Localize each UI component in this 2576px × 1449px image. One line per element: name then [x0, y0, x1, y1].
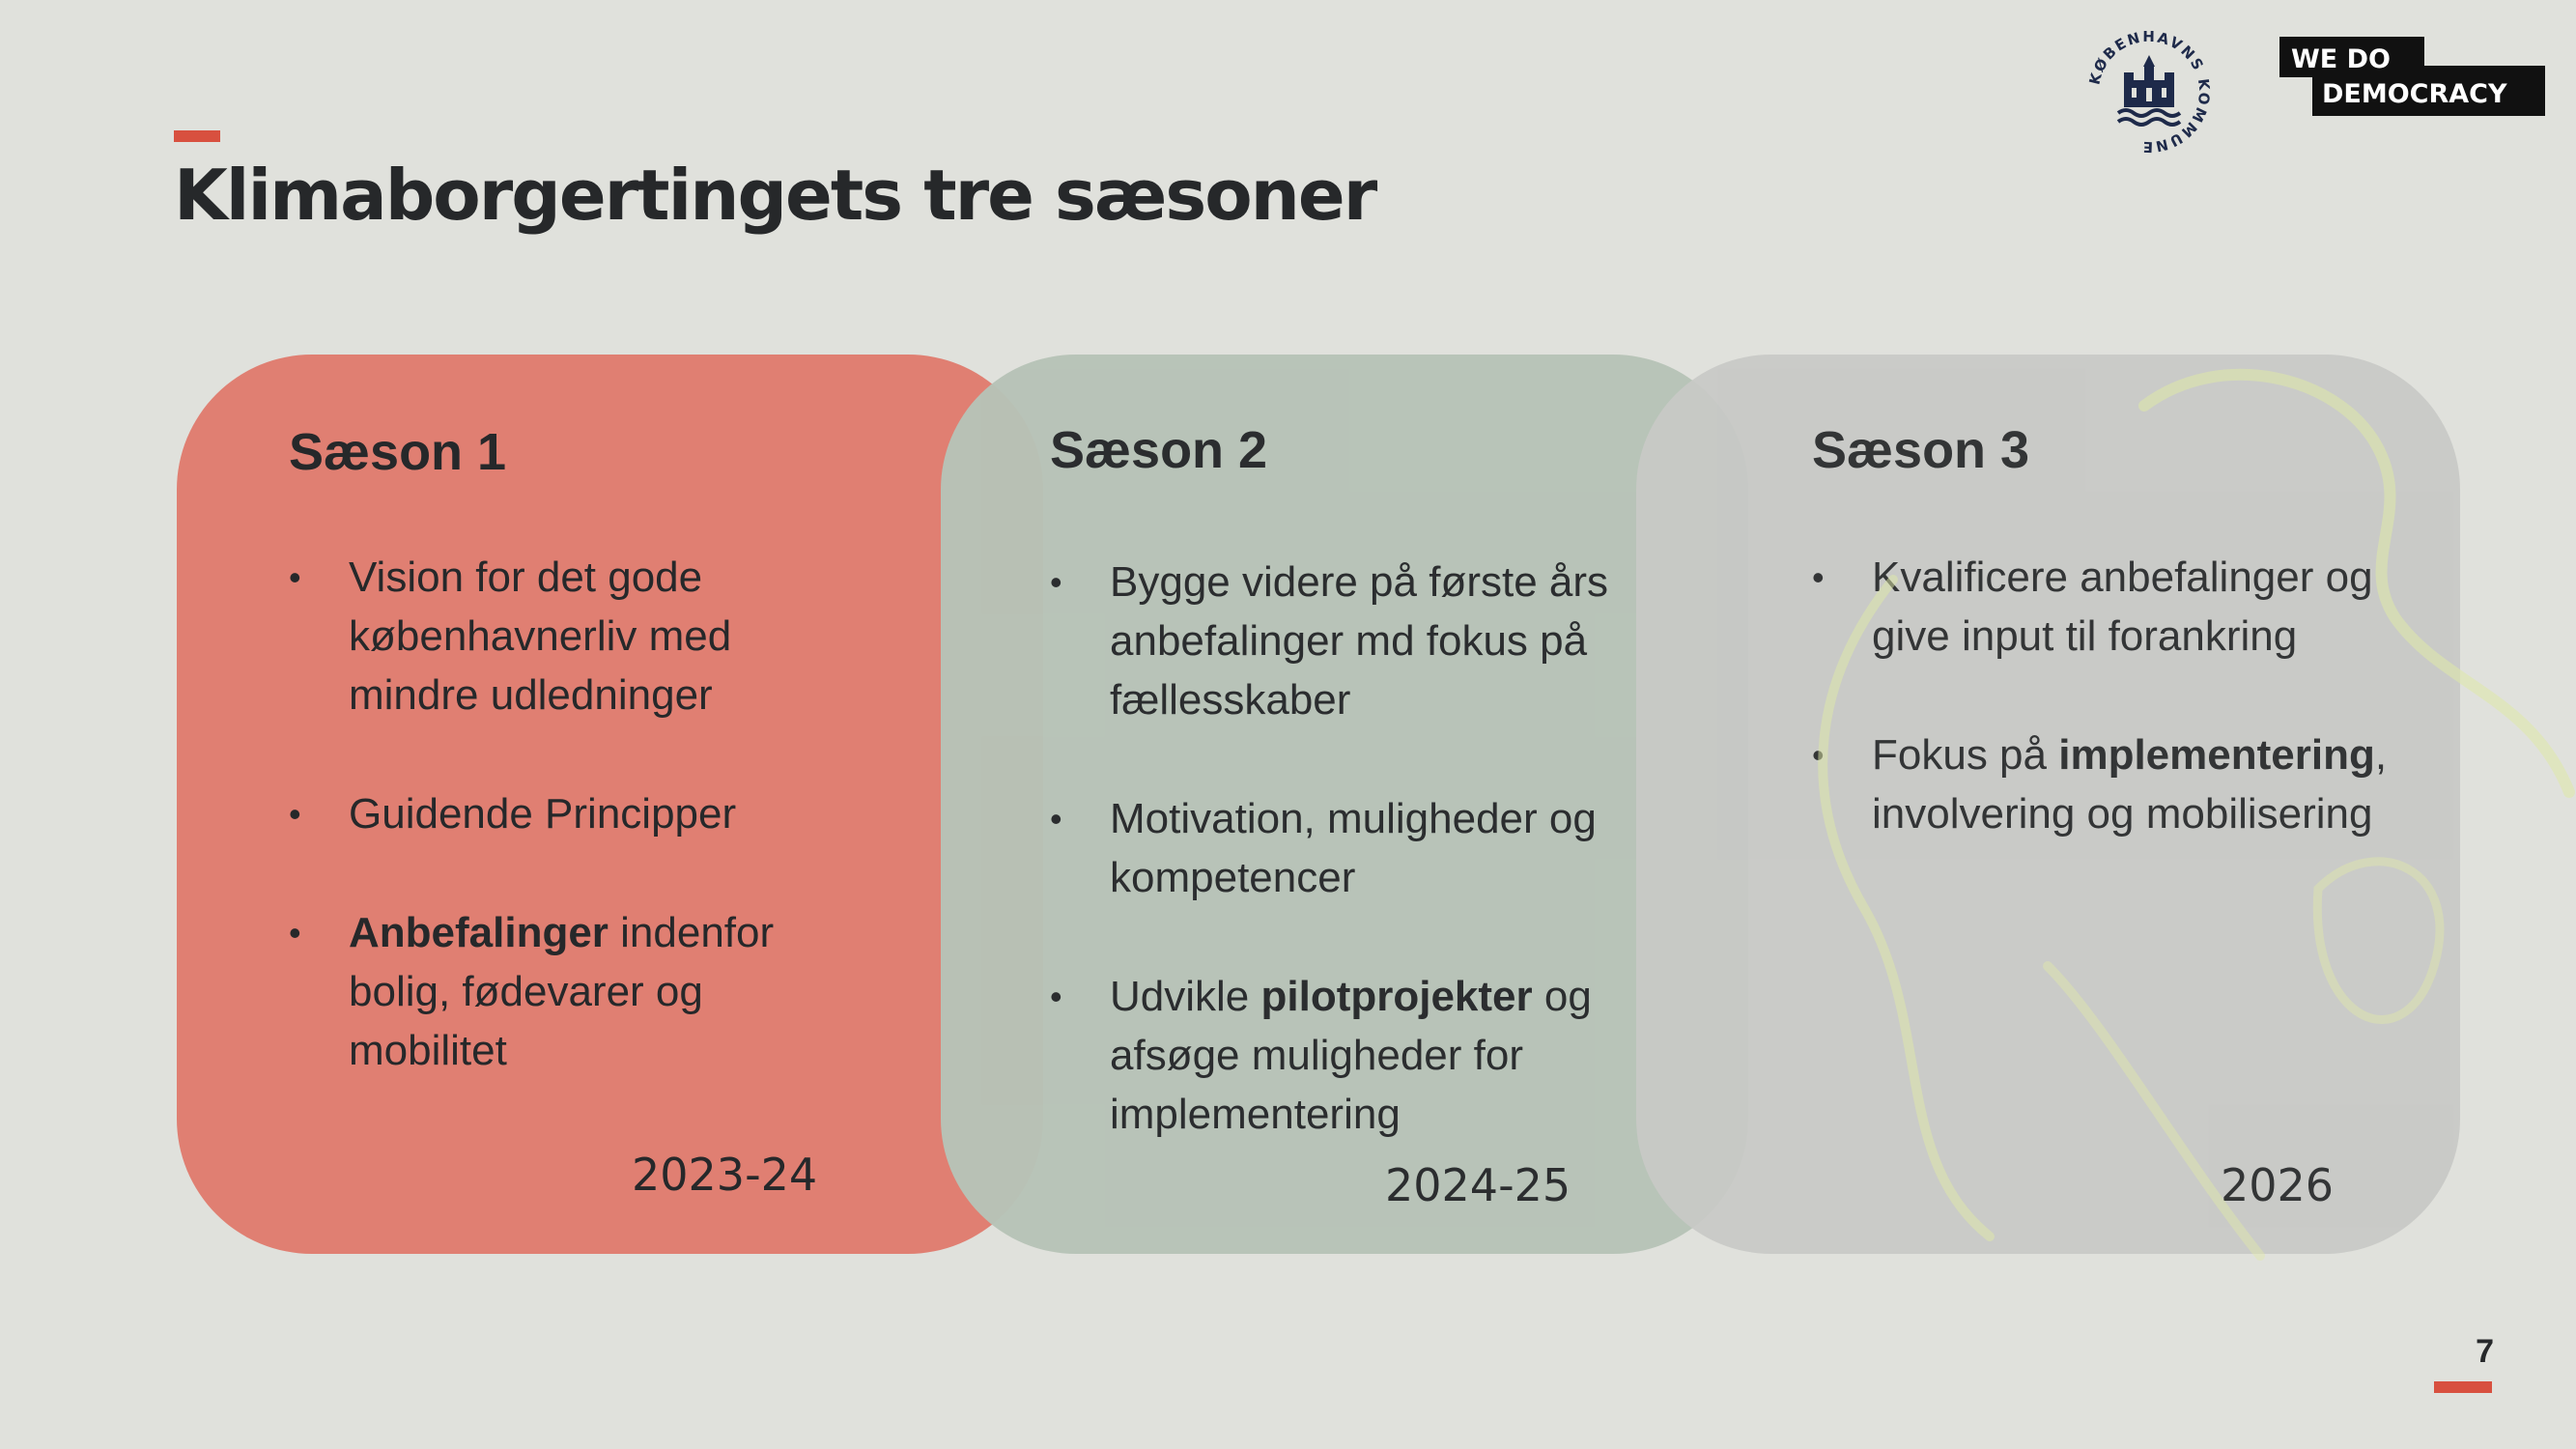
title-accent-bar	[174, 130, 220, 142]
list-item: Guidende Principper	[289, 784, 868, 843]
season-title: Sæson 1	[289, 423, 507, 481]
list-item: Anbefalinger indenfor bolig, fødevarer o…	[289, 903, 868, 1080]
page-number-accent-bar	[2434, 1381, 2492, 1393]
list-item: Kvalificere anbefalinger og give input t…	[1812, 548, 2411, 666]
logo-line-2: DEMOCRACY	[2322, 79, 2507, 109]
season-bullet-list: Vision for det gode københavnerliv med m…	[289, 548, 868, 1140]
page-number: 7	[2476, 1333, 2494, 1370]
logo-line-1: WE DO	[2291, 44, 2391, 74]
season-bullet-list: Kvalificere anbefalinger og give input t…	[1812, 548, 2411, 903]
season-card-1: Sæson 1 Vision for det gode københavnerl…	[177, 355, 1043, 1254]
list-item: Bygge videre på første års anbefalinger …	[1050, 553, 1629, 729]
we-do-democracy-logo: WE DO DEMOCRACY	[2279, 37, 2545, 116]
season-card-3: Sæson 3 Kvalificere anbefalinger og give…	[1636, 355, 2460, 1254]
list-item: Motivation, muligheder og kompetencer	[1050, 789, 1629, 907]
season-title: Sæson 2	[1050, 421, 1268, 479]
city-seal-logo: KØBENHAVNS KOMMUNE	[2085, 28, 2211, 156]
list-item: Udvikle pilotprojekter og afsøge mulighe…	[1050, 967, 1629, 1144]
season-years: 2023-24	[632, 1149, 818, 1201]
slide-title: Klimaborgertingets tre sæsoner	[174, 155, 1377, 236]
list-item: Fokus på implementering, involvering og …	[1812, 725, 2411, 843]
season-bullet-list: Bygge videre på første års anbefalinger …	[1050, 553, 1629, 1204]
season-card-2: Sæson 2 Bygge videre på første års anbef…	[941, 355, 1748, 1254]
season-years: 2026	[2221, 1159, 2335, 1211]
season-title: Sæson 3	[1812, 421, 2030, 479]
list-item: Vision for det gode københavnerliv med m…	[289, 548, 868, 724]
season-years: 2024-25	[1385, 1159, 1571, 1211]
